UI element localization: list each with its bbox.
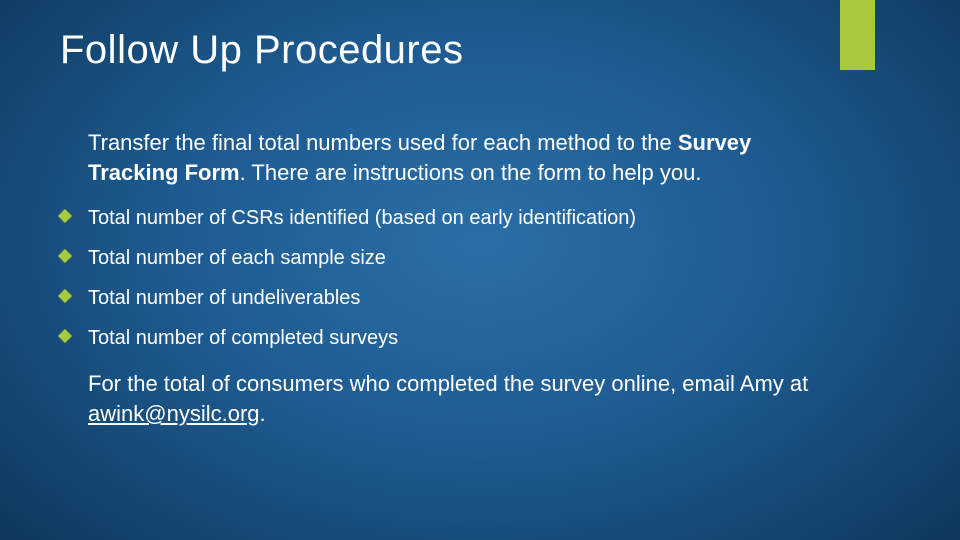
intro-text-pre: Transfer the final total numbers used fo…: [88, 130, 678, 155]
diamond-bullet-icon: [58, 249, 72, 263]
bullet-list: Total number of CSRs identified (based o…: [60, 205, 900, 351]
bullet-text: Total number of CSRs identified (based o…: [88, 207, 636, 229]
intro-paragraph: Transfer the final total numbers used fo…: [88, 128, 840, 187]
list-item: Total number of CSRs identified (based o…: [60, 205, 900, 231]
list-item: Total number of undeliverables: [60, 285, 900, 311]
outro-paragraph: For the total of consumers who completed…: [88, 369, 840, 428]
slide-content: Follow Up Procedures Transfer the final …: [0, 0, 960, 429]
intro-text-post: . There are instructions on the form to …: [240, 160, 702, 185]
diamond-bullet-icon: [58, 209, 72, 223]
accent-bar: [840, 0, 875, 70]
outro-text-post: .: [260, 401, 266, 426]
diamond-bullet-icon: [58, 329, 72, 343]
bullet-text: Total number of each sample size: [88, 247, 386, 269]
outro-text-pre: For the total of consumers who completed…: [88, 371, 808, 396]
list-item: Total number of each sample size: [60, 245, 900, 271]
diamond-bullet-icon: [58, 289, 72, 303]
list-item: Total number of completed surveys: [60, 325, 900, 351]
email-link[interactable]: awink@nysilc.org: [88, 401, 260, 426]
bullet-text: Total number of undeliverables: [88, 287, 360, 309]
slide-title: Follow Up Procedures: [60, 28, 900, 73]
bullet-text: Total number of completed surveys: [88, 327, 398, 349]
